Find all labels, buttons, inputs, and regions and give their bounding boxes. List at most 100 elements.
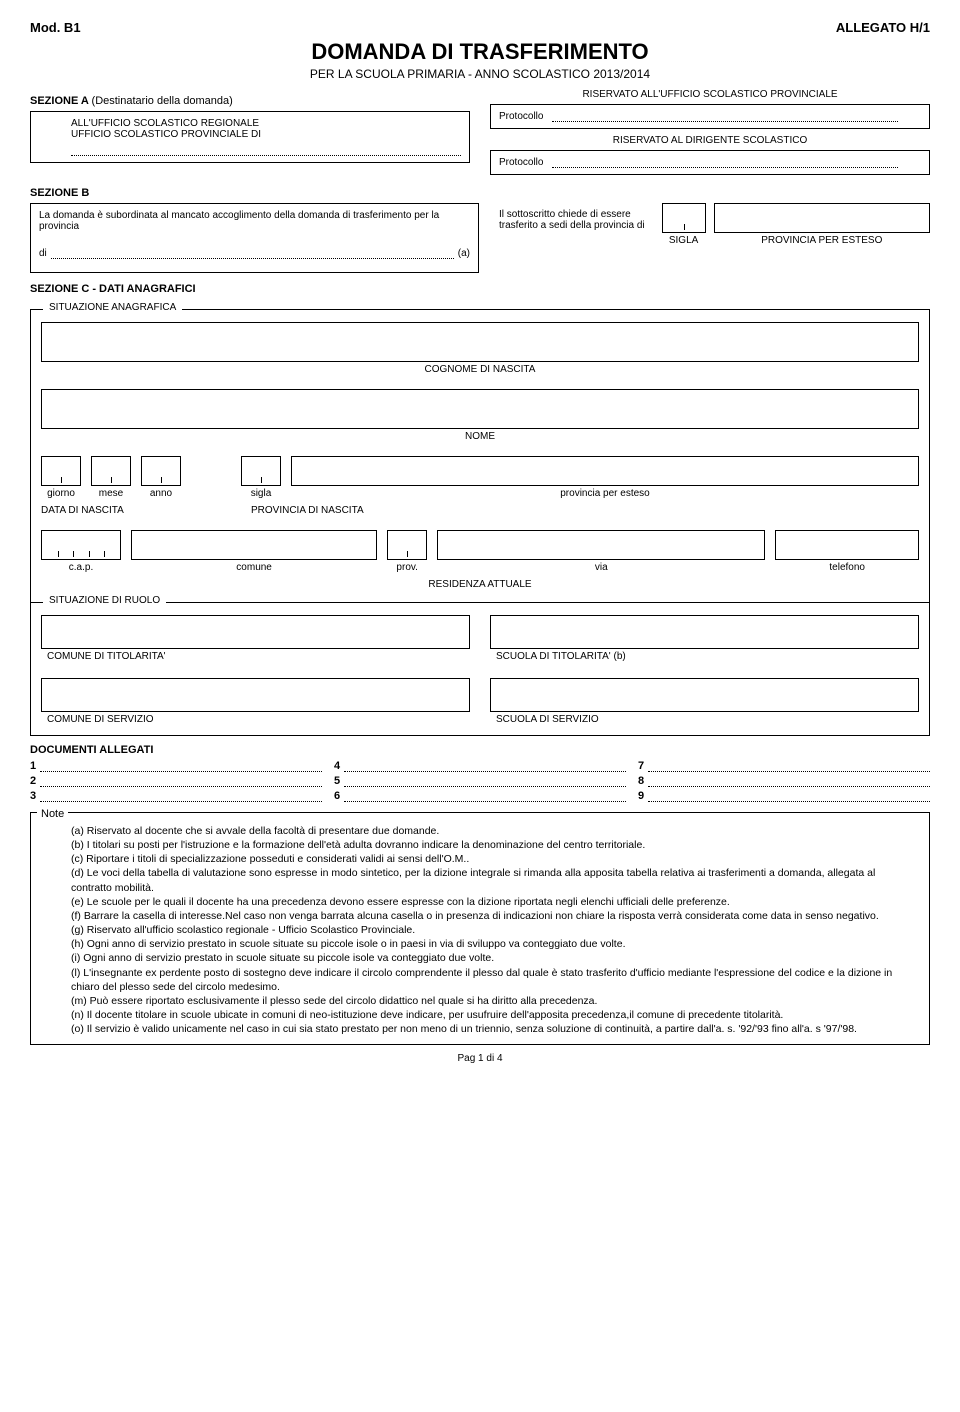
comune-label: comune	[131, 562, 377, 573]
doc-4[interactable]: 4	[334, 760, 626, 772]
comune-input[interactable]	[131, 530, 377, 560]
note-f: (f) Barrare la casella di interesse.Nel …	[71, 909, 919, 923]
scuola-titolarita-wrap: SCUOLA DI TITOLARITA' (b)	[490, 615, 919, 662]
mese-label: mese	[91, 488, 131, 499]
section-b-di-row[interactable]: di (a)	[39, 248, 470, 259]
doc-7[interactable]: 7	[638, 760, 930, 772]
sigla2-input[interactable]	[241, 456, 281, 486]
scuola-servizio-input[interactable]	[490, 678, 919, 712]
doc-line-1	[40, 762, 322, 772]
prov-nascita-label: PROVINCIA DI NASCITA	[251, 505, 919, 516]
anagrafica-legend: SITUAZIONE ANAGRAFICA	[43, 302, 182, 313]
doc-8[interactable]: 8	[638, 775, 930, 787]
documenti-title: DOCUMENTI ALLEGATI	[30, 744, 930, 756]
doc-line-9	[648, 792, 930, 802]
servizio-row: COMUNE DI SERVIZIO SCUOLA DI SERVIZIO	[41, 678, 919, 725]
telefono-input[interactable]	[775, 530, 919, 560]
anno-input[interactable]	[141, 456, 181, 486]
note-e: (e) Le scuole per le quali il docente ha…	[71, 895, 919, 909]
prov-input[interactable]	[387, 530, 427, 560]
giorno-label: giorno	[41, 488, 81, 499]
protocollo-line-2	[552, 158, 898, 168]
section-b-right-text: Il sottoscritto chiede di essere trasfer…	[499, 203, 654, 231]
note-a: (a) Riservato al docente che si avvale d…	[71, 824, 919, 838]
doc-9[interactable]: 9	[638, 790, 930, 802]
doc-line-6	[344, 792, 626, 802]
telefono-label: telefono	[775, 562, 919, 573]
section-b-row: La domanda è subordinata al mancato acco…	[30, 203, 930, 273]
doc-line-2	[40, 777, 322, 787]
doc-num-9: 9	[638, 790, 644, 802]
note-list: (a) Riservato al docente che si avvale d…	[41, 824, 919, 1037]
giorno-input[interactable]	[41, 456, 81, 486]
section-a-title: SEZIONE A (Destinatario della domanda)	[30, 95, 470, 107]
ruolo-legend: SITUAZIONE DI RUOLO	[43, 595, 166, 606]
doc-num-6: 6	[334, 790, 340, 802]
sigla-input[interactable]	[662, 203, 706, 233]
section-c-title: SEZIONE C - DATI ANAGRAFICI	[30, 283, 930, 295]
mese-input[interactable]	[91, 456, 131, 486]
doc-row-1: 1 4 7	[30, 760, 930, 772]
protocollo-label-2: Protocollo	[499, 157, 543, 168]
di-line	[51, 258, 454, 259]
note-label: Note	[37, 807, 68, 822]
nome-input[interactable]	[41, 389, 919, 429]
comune-servizio-wrap: COMUNE DI SERVIZIO	[41, 678, 470, 725]
doc-num-1: 1	[30, 760, 36, 772]
doc-line-8	[648, 777, 930, 787]
scuola-titolarita-input[interactable]	[490, 615, 919, 649]
prov-esteso-wrap: PROVINCIA PER ESTESO	[714, 203, 930, 246]
note-l: (l) L'insegnante ex perdente posto di so…	[71, 966, 919, 994]
prov-esteso-label: PROVINCIA PER ESTESO	[714, 235, 930, 246]
cognome-input[interactable]	[41, 322, 919, 362]
section-b-right: Il sottoscritto chiede di essere trasfer…	[499, 203, 930, 246]
note-c: (c) Riportare i titoli di specializzazio…	[71, 852, 919, 866]
protocollo-box-1[interactable]: Protocollo	[490, 104, 930, 129]
section-b-left-text: La domanda è subordinata al mancato acco…	[39, 210, 470, 232]
section-a-bold: SEZIONE A	[30, 95, 92, 107]
doc-6[interactable]: 6	[334, 790, 626, 802]
doc-num-4: 4	[334, 760, 340, 772]
doc-3[interactable]: 3	[30, 790, 322, 802]
sub-title: PER LA SCUOLA PRIMARIA - ANNO SCOLASTICO…	[30, 67, 930, 81]
allegato-label: ALLEGATO H/1	[836, 20, 930, 35]
section-a-right: RISERVATO ALL'UFFICIO SCOLASTICO PROVINC…	[490, 89, 930, 181]
comune-servizio-input[interactable]	[41, 678, 470, 712]
comune-titolarita-wrap: COMUNE DI TITOLARITA'	[41, 615, 470, 662]
protocollo-label-1: Protocollo	[499, 111, 543, 122]
scuola-servizio-wrap: SCUOLA DI SERVIZIO	[490, 678, 919, 725]
birth-row: giorno mese anno sigla provincia per est…	[41, 456, 919, 499]
cap-input[interactable]	[41, 530, 121, 560]
comune-titolarita-label: COMUNE DI TITOLARITA'	[41, 651, 470, 662]
nome-label: NOME	[41, 431, 919, 442]
scuola-titolarita-label: SCUOLA DI TITOLARITA' (b)	[490, 651, 919, 662]
scuola-servizio-label: SCUOLA DI SERVIZIO	[490, 714, 919, 725]
sigla2-wrap: sigla	[241, 456, 281, 499]
residenza-label: RESIDENZA ATTUALE	[41, 579, 919, 590]
doc-2[interactable]: 2	[30, 775, 322, 787]
di-label: di	[39, 248, 47, 259]
protocollo-line-1	[552, 112, 898, 122]
protocollo-box-2[interactable]: Protocollo	[490, 150, 930, 175]
riservato2: RISERVATO AL DIRIGENTE SCOLASTICO	[490, 135, 930, 146]
section-b-title: SEZIONE B	[30, 187, 930, 199]
page: Mod. B1 ALLEGATO H/1 DOMANDA DI TRASFERI…	[0, 0, 960, 1084]
note-g: (g) Riservato all'ufficio scolastico reg…	[71, 923, 919, 937]
comune-wrap: comune	[131, 530, 377, 573]
doc-num-2: 2	[30, 775, 36, 787]
sigla2-label: sigla	[241, 488, 281, 499]
prov-esteso-input[interactable]	[714, 203, 930, 233]
via-input[interactable]	[437, 530, 765, 560]
cap-label: c.a.p.	[41, 562, 121, 573]
note-b: (b) I titolari su posti per l'istruzione…	[71, 838, 919, 852]
doc-5[interactable]: 5	[334, 775, 626, 787]
doc-line-3	[40, 792, 322, 802]
prov-esteso2-wrap: provincia per esteso	[291, 456, 919, 499]
note-i: (i) Ogni anno di servizio prestato in sc…	[71, 951, 919, 965]
via-label: via	[437, 562, 765, 573]
comune-titolarita-input[interactable]	[41, 615, 470, 649]
doc-1[interactable]: 1	[30, 760, 322, 772]
ufficio-box[interactable]: ALL'UFFICIO SCOLASTICO REGIONALE UFFICIO…	[30, 111, 470, 163]
prov-esteso2-input[interactable]	[291, 456, 919, 486]
anno-label: anno	[141, 488, 181, 499]
